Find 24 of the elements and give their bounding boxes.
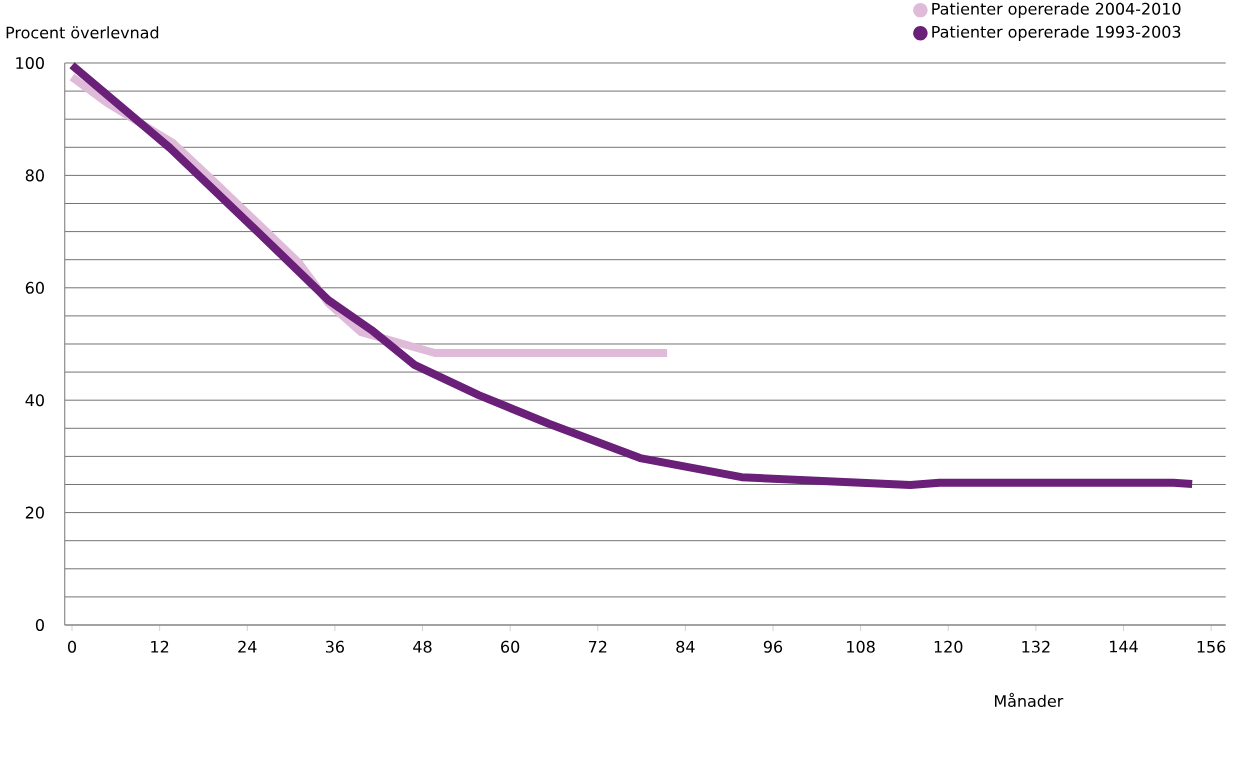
x-tick-label: 24 bbox=[238, 640, 257, 653]
x-tick-label: 36 bbox=[325, 640, 344, 653]
x-tick-label: 84 bbox=[676, 640, 695, 653]
legend-label: Patienter opererade 2004-2010 bbox=[932, 2, 1181, 18]
x-tick-label: 156 bbox=[1197, 640, 1226, 653]
y-tick-label: 0 bbox=[35, 618, 44, 632]
y-tick-label: 100 bbox=[16, 56, 44, 70]
x-tick-label: 12 bbox=[151, 640, 169, 653]
x-tick-label: 0 bbox=[68, 640, 77, 653]
x-tick-label: 72 bbox=[588, 640, 607, 653]
y-tick-label: 40 bbox=[25, 394, 44, 407]
y-axis-title: Procent överlevnad bbox=[6, 26, 159, 39]
x-tick-label: 120 bbox=[934, 640, 963, 653]
x-tick-label: 108 bbox=[847, 640, 875, 653]
y-tick-label: 80 bbox=[25, 169, 44, 182]
x-tick-label: 60 bbox=[501, 640, 520, 653]
x-axis-title: Månader bbox=[994, 692, 1064, 708]
x-tick-label: 144 bbox=[1110, 640, 1138, 653]
legend-label: Patienter opererade 1993-2003 bbox=[932, 25, 1181, 41]
y-tick-label: 20 bbox=[25, 506, 44, 519]
y-tick-label: 60 bbox=[25, 281, 44, 294]
x-tick-label: 96 bbox=[763, 640, 783, 653]
x-tick-label: 48 bbox=[413, 640, 432, 653]
x-tick-label: 132 bbox=[1022, 640, 1050, 653]
